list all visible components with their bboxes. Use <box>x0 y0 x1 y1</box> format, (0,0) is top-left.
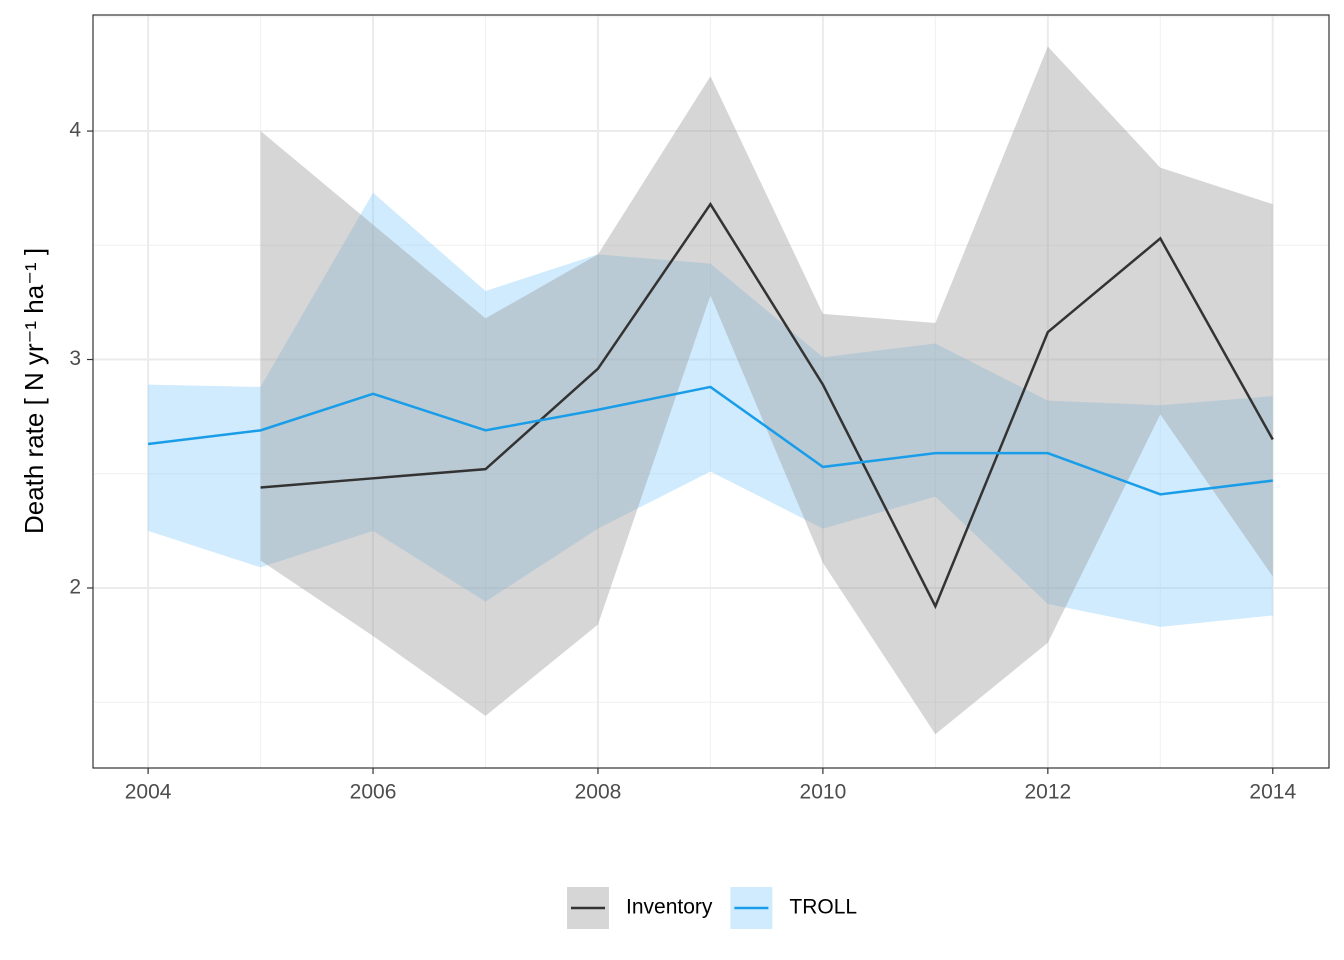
grid <box>93 15 1329 768</box>
x-tick-label: 2010 <box>800 781 847 804</box>
x-tick-label: 2012 <box>1024 781 1071 804</box>
legend-label: Inventory <box>626 896 713 919</box>
x-tick-label: 2014 <box>1249 781 1296 804</box>
bands <box>148 46 1273 735</box>
panel-background <box>93 15 1329 768</box>
legend: Inventory TROLL <box>567 887 857 929</box>
lines <box>147 201 1274 610</box>
confidence-band <box>260 46 1273 735</box>
x-tick-label: 2006 <box>350 781 397 804</box>
axes: 2 3 4 2004 2006 2008 2010 2012 2014 <box>69 119 1296 804</box>
y-tick-label: 2 <box>69 576 81 599</box>
series-line <box>147 385 1273 496</box>
confidence-band <box>148 192 1273 627</box>
x-tick-label: 2008 <box>575 781 622 804</box>
y-tick-label: 4 <box>69 119 81 142</box>
y-tick-label: 3 <box>69 347 81 370</box>
x-tick-label: 2004 <box>125 781 172 804</box>
panel-border <box>92 14 1330 769</box>
series-line <box>260 201 1274 610</box>
legend-label: TROLL <box>789 896 857 919</box>
y-axis-title: Death rate [ N yr⁻¹ ha⁻¹ ] <box>19 248 49 534</box>
